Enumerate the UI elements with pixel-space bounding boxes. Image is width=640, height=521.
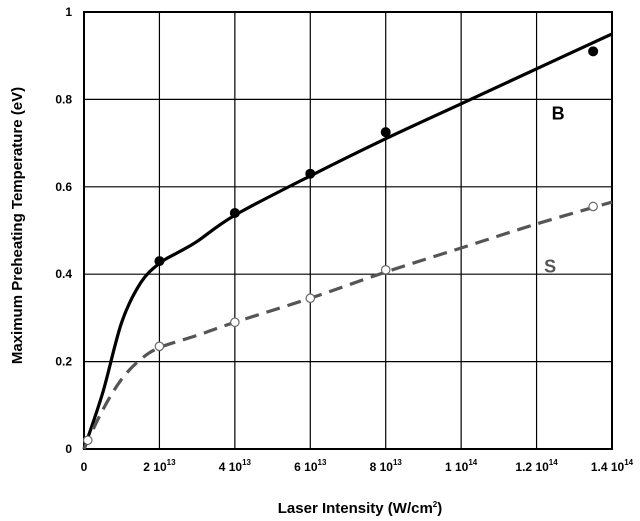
x-tick-label-5: 1 1014: [445, 458, 478, 474]
x-tick-label-0: 0: [81, 460, 88, 474]
x-tick-label-3: 6 1013: [294, 458, 327, 474]
y-tick-label-0: 0: [65, 442, 72, 456]
grid-lines: [84, 12, 612, 449]
series-b-point-0: [154, 256, 165, 267]
series-s-point-5: [588, 201, 598, 212]
y-axis-title: Maximum Preheating Temperature (eV): [9, 87, 26, 364]
x-tick-label-1: 2 1013: [143, 458, 176, 474]
y-tick-labels: 0 0.2 0.4 0.6 0.8 1: [55, 5, 72, 456]
annotation-layer: BS: [544, 104, 565, 277]
series-s-line: [82, 200, 613, 450]
series-label-b: B: [552, 104, 565, 124]
series-s-point-0: [82, 435, 93, 446]
series-label-s: S: [544, 256, 556, 276]
x-tick-label-7: 1.4 1014: [591, 458, 634, 474]
series-s-point-4: [380, 265, 391, 275]
x-axis-title: Laser Intensity (W/cm2): [278, 500, 443, 517]
series-b-point-4: [588, 46, 599, 57]
series-b-point-3: [380, 127, 391, 138]
series-s-point-3: [305, 293, 316, 304]
y-tick-label-5: 1: [65, 5, 72, 19]
series-layer: [82, 32, 613, 450]
x-tick-label-2: 4 1013: [219, 458, 252, 474]
plot-frame: [83, 11, 613, 450]
y-tick-label-2: 0.4: [55, 267, 72, 281]
series-b-point-1: [229, 208, 240, 219]
series-s-point-1: [154, 341, 165, 352]
x-tick-labels: 0 2 1013 4 1013 6 1013 8 1013 1 1014 1.2 1014 1…: [81, 458, 634, 474]
x-tick-label-6: 1.2 1014: [515, 458, 558, 474]
series-b-line: [82, 32, 613, 450]
y-tick-label-3: 0.6: [55, 180, 72, 194]
series-b-point-2: [305, 168, 316, 179]
y-tick-label-4: 0.8: [55, 92, 72, 106]
y-tick-label-1: 0.2: [55, 355, 72, 369]
x-tick-label-4: 8 1013: [370, 458, 403, 474]
series-s-point-2: [230, 317, 240, 328]
